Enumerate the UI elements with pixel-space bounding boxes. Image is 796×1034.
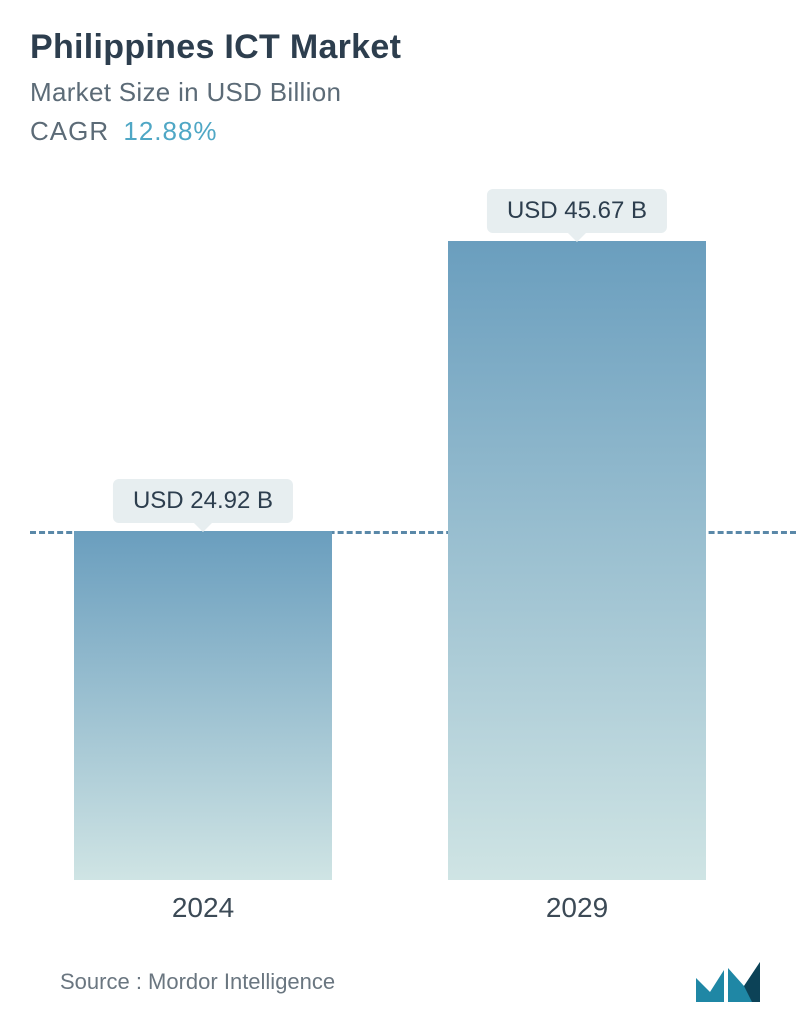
bar-2024: USD 24.92 B [74,531,332,880]
chart-title: Philippines ICT Market [30,28,766,67]
chart-plot: USD 24.92 B USD 45.67 B [30,180,796,880]
chart-area: USD 24.92 BUSD 45.67 B 20242029 [30,180,796,920]
chart-footer: Source : Mordor Intelligence [60,960,766,1004]
cagr-row: CAGR 12.88% [30,116,766,147]
cagr-value: 12.88% [123,116,217,146]
x-label-2024: 2024 [172,892,234,924]
logo-icon [694,960,766,1004]
x-axis-labels: 2024 2029 [30,892,796,932]
x-label-2029: 2029 [546,892,608,924]
bar-2029: USD 45.67 B [448,241,706,880]
chart-subtitle: Market Size in USD Billion [30,77,766,108]
value-label-2024: USD 24.92 B [113,479,293,523]
value-label-2029: USD 45.67 B [487,189,667,233]
source-label: Source : Mordor Intelligence [60,969,335,995]
cagr-label: CAGR [30,116,109,146]
